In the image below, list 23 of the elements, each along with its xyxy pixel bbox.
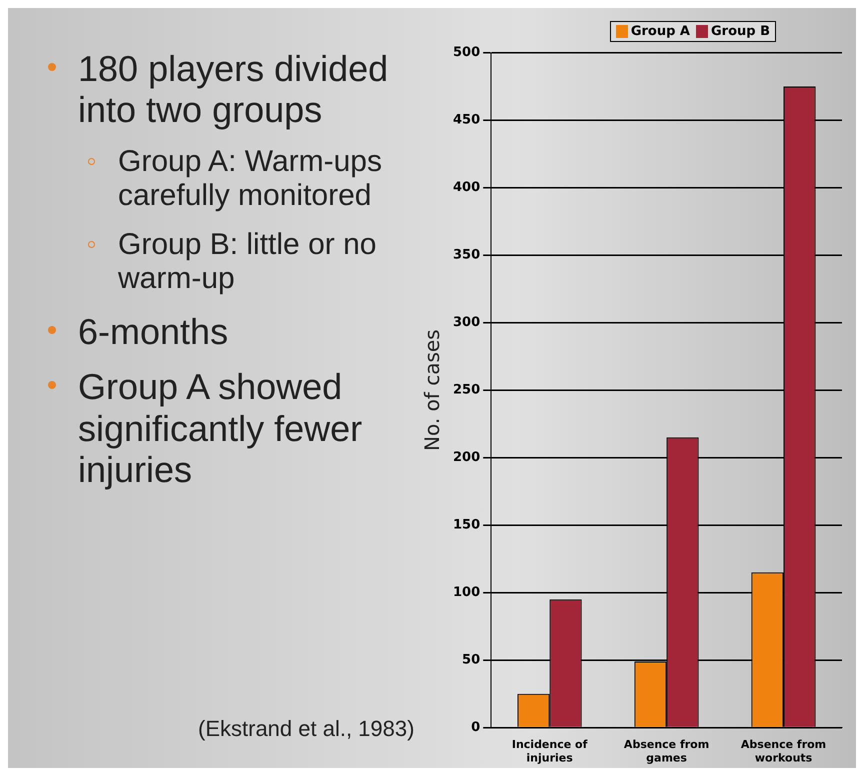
y-tick-label: 400 — [452, 180, 480, 196]
y-tick-label: 250 — [452, 382, 480, 398]
y-tick-label: 450 — [452, 112, 480, 128]
legend-label: Group A — [630, 24, 690, 39]
y-axis-title: No. of cases — [420, 329, 444, 451]
x-tick-label: Absence from games — [624, 738, 710, 764]
text: 180 players divided into two groups — [78, 48, 390, 131]
y-tick-label: 50 — [462, 652, 480, 668]
text: Group B: little or no warm-up — [118, 228, 378, 297]
y-tick-label: 100 — [452, 585, 480, 600]
y-tick-label: 300 — [452, 315, 480, 330]
legend-label: Group B — [710, 24, 770, 39]
x-tick-label: Incidence of injuries — [512, 738, 588, 764]
text: Group A: Warm-ups carefully monitored — [118, 144, 383, 214]
y-tick-label: 350 — [452, 248, 480, 263]
y-tick-label: 500 — [452, 45, 480, 60]
y-tick-label: 200 — [452, 450, 480, 466]
text: (Ekstrand et al., 1983) — [198, 716, 414, 742]
text: 6-months — [78, 310, 230, 352]
text: Group A showed significantly fewer injuries — [78, 366, 364, 490]
y-tick-label: 0 — [471, 720, 480, 735]
x-tick-label: Absence from workouts — [740, 738, 826, 764]
y-tick-label: 150 — [452, 518, 480, 533]
